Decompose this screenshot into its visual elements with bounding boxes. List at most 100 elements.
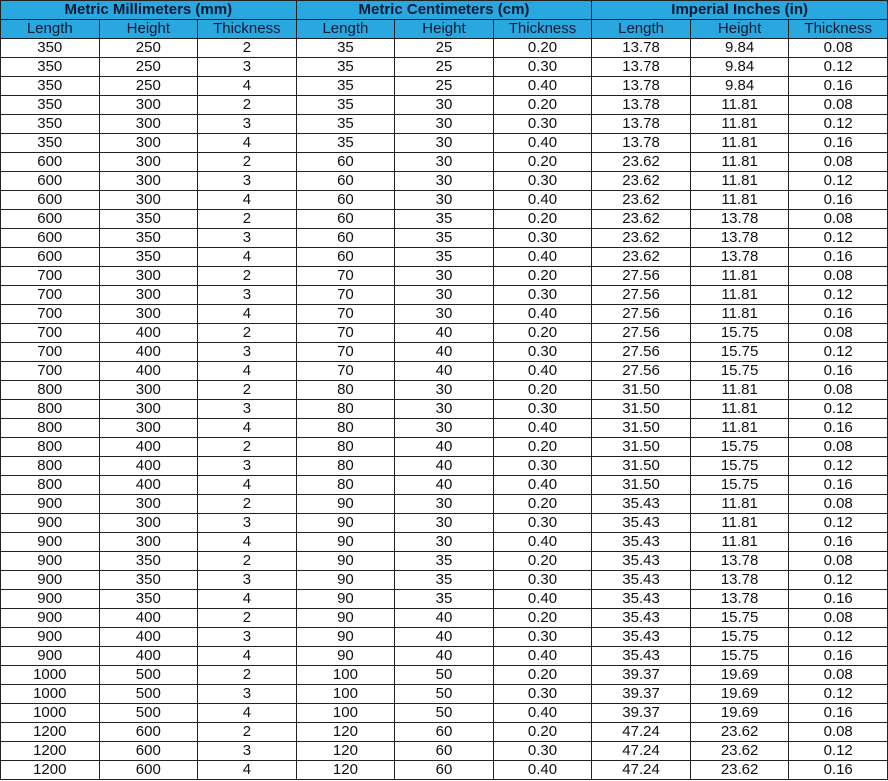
table-cell: 300 [98, 152, 199, 172]
table-cell: 13.78 [591, 133, 691, 153]
table-cell: 900 [0, 532, 100, 552]
table-cell: 19.69 [689, 684, 790, 704]
table-cell: 3 [197, 399, 297, 419]
table-cell: 90 [295, 589, 396, 609]
table-cell: 39.37 [591, 684, 691, 704]
table-cell: 15.75 [689, 437, 790, 457]
table-row: 900 400 2 90 40 0.20 35.43 15.75 0.08 [0, 608, 888, 628]
table-cell: 70 [295, 342, 396, 362]
table-cell: 35.43 [591, 627, 691, 647]
table-cell: 70 [295, 361, 396, 381]
table-cell: 0.20 [492, 608, 593, 628]
table-cell: 40 [394, 342, 494, 362]
table-cell: 11.81 [689, 513, 790, 533]
table-cell: 350 [0, 133, 100, 153]
table-cell: 27.56 [591, 361, 691, 381]
table-cell: 900 [0, 570, 100, 590]
table-cell: 40 [394, 646, 494, 666]
table-cell: 0.20 [492, 380, 593, 400]
table-cell: 900 [0, 589, 100, 609]
table-cell: 50 [394, 703, 494, 723]
table-row: 600 300 3 60 30 0.30 23.62 11.81 0.12 [0, 171, 888, 191]
table-cell: 35 [295, 76, 396, 96]
table-cell: 1200 [0, 722, 100, 742]
table-cell: 350 [98, 551, 199, 571]
table-cell: 600 [0, 190, 100, 210]
column-header-thickness: Thickness [492, 19, 593, 39]
table-cell: 400 [98, 437, 199, 457]
table-cell: 80 [295, 475, 396, 495]
table-cell: 30 [394, 380, 494, 400]
table-cell: 90 [295, 570, 396, 590]
table-cell: 0.40 [492, 532, 593, 552]
table-cell: 19.69 [689, 665, 790, 685]
table-cell: 0.16 [788, 418, 888, 438]
table-row: 1200 600 2 120 60 0.20 47.24 23.62 0.08 [0, 722, 888, 742]
table-cell: 300 [98, 190, 199, 210]
table-cell: 15.75 [689, 323, 790, 343]
table-cell: 0.30 [492, 741, 593, 761]
table-cell: 90 [295, 494, 396, 514]
table-cell: 350 [0, 114, 100, 134]
table-cell: 350 [98, 209, 199, 229]
table-cell: 60 [295, 171, 396, 191]
table-cell: 30 [394, 532, 494, 552]
table-cell: 0.30 [492, 57, 593, 77]
table-cell: 11.81 [689, 171, 790, 191]
table-cell: 30 [394, 171, 494, 191]
table-cell: 800 [0, 437, 100, 457]
table-cell: 4 [197, 304, 297, 324]
table-cell: 27.56 [591, 323, 691, 343]
table-cell: 80 [295, 456, 396, 476]
table-cell: 30 [394, 418, 494, 438]
table-cell: 39.37 [591, 665, 691, 685]
table-row: 900 350 2 90 35 0.20 35.43 13.78 0.08 [0, 551, 888, 571]
table-cell: 600 [0, 247, 100, 267]
group-header-in: Imperial Inches (in) [591, 0, 888, 20]
table-cell: 0.12 [788, 57, 888, 77]
table-cell: 35 [394, 589, 494, 609]
table-cell: 0.08 [788, 323, 888, 343]
table-cell: 0.08 [788, 152, 888, 172]
table-row: 700 400 3 70 40 0.30 27.56 15.75 0.12 [0, 342, 888, 362]
table-cell: 13.78 [591, 95, 691, 115]
table-cell: 0.08 [788, 551, 888, 571]
table-cell: 900 [0, 494, 100, 514]
table-cell: 27.56 [591, 266, 691, 286]
table-cell: 900 [0, 513, 100, 533]
table-cell: 0.16 [788, 190, 888, 210]
table-cell: 300 [98, 266, 199, 286]
table-cell: 700 [0, 361, 100, 381]
table-cell: 13.78 [689, 589, 790, 609]
table-cell: 90 [295, 608, 396, 628]
table-cell: 15.75 [689, 475, 790, 495]
table-cell: 13.78 [689, 228, 790, 248]
table-row: 800 400 2 80 40 0.20 31.50 15.75 0.08 [0, 437, 888, 457]
table-cell: 0.08 [788, 608, 888, 628]
table-cell: 19.69 [689, 703, 790, 723]
table-cell: 900 [0, 646, 100, 666]
table-cell: 11.81 [689, 152, 790, 172]
table-cell: 40 [394, 323, 494, 343]
table-cell: 3 [197, 570, 297, 590]
table-cell: 0.12 [788, 342, 888, 362]
table-row: 900 350 3 90 35 0.30 35.43 13.78 0.12 [0, 570, 888, 590]
table-cell: 100 [295, 665, 396, 685]
table-cell: 11.81 [689, 494, 790, 514]
table-cell: 4 [197, 418, 297, 438]
table-cell: 800 [0, 475, 100, 495]
table-cell: 0.20 [492, 152, 593, 172]
table-cell: 0.16 [788, 247, 888, 267]
table-cell: 23.62 [591, 228, 691, 248]
table-cell: 30 [394, 513, 494, 533]
table-cell: 60 [295, 228, 396, 248]
table-cell: 350 [0, 95, 100, 115]
table-cell: 350 [98, 589, 199, 609]
table-cell: 30 [394, 494, 494, 514]
table-cell: 300 [98, 95, 199, 115]
table-cell: 600 [0, 171, 100, 191]
table-cell: 30 [394, 95, 494, 115]
table-cell: 35 [394, 228, 494, 248]
table-cell: 4 [197, 703, 297, 723]
table-cell: 400 [98, 361, 199, 381]
